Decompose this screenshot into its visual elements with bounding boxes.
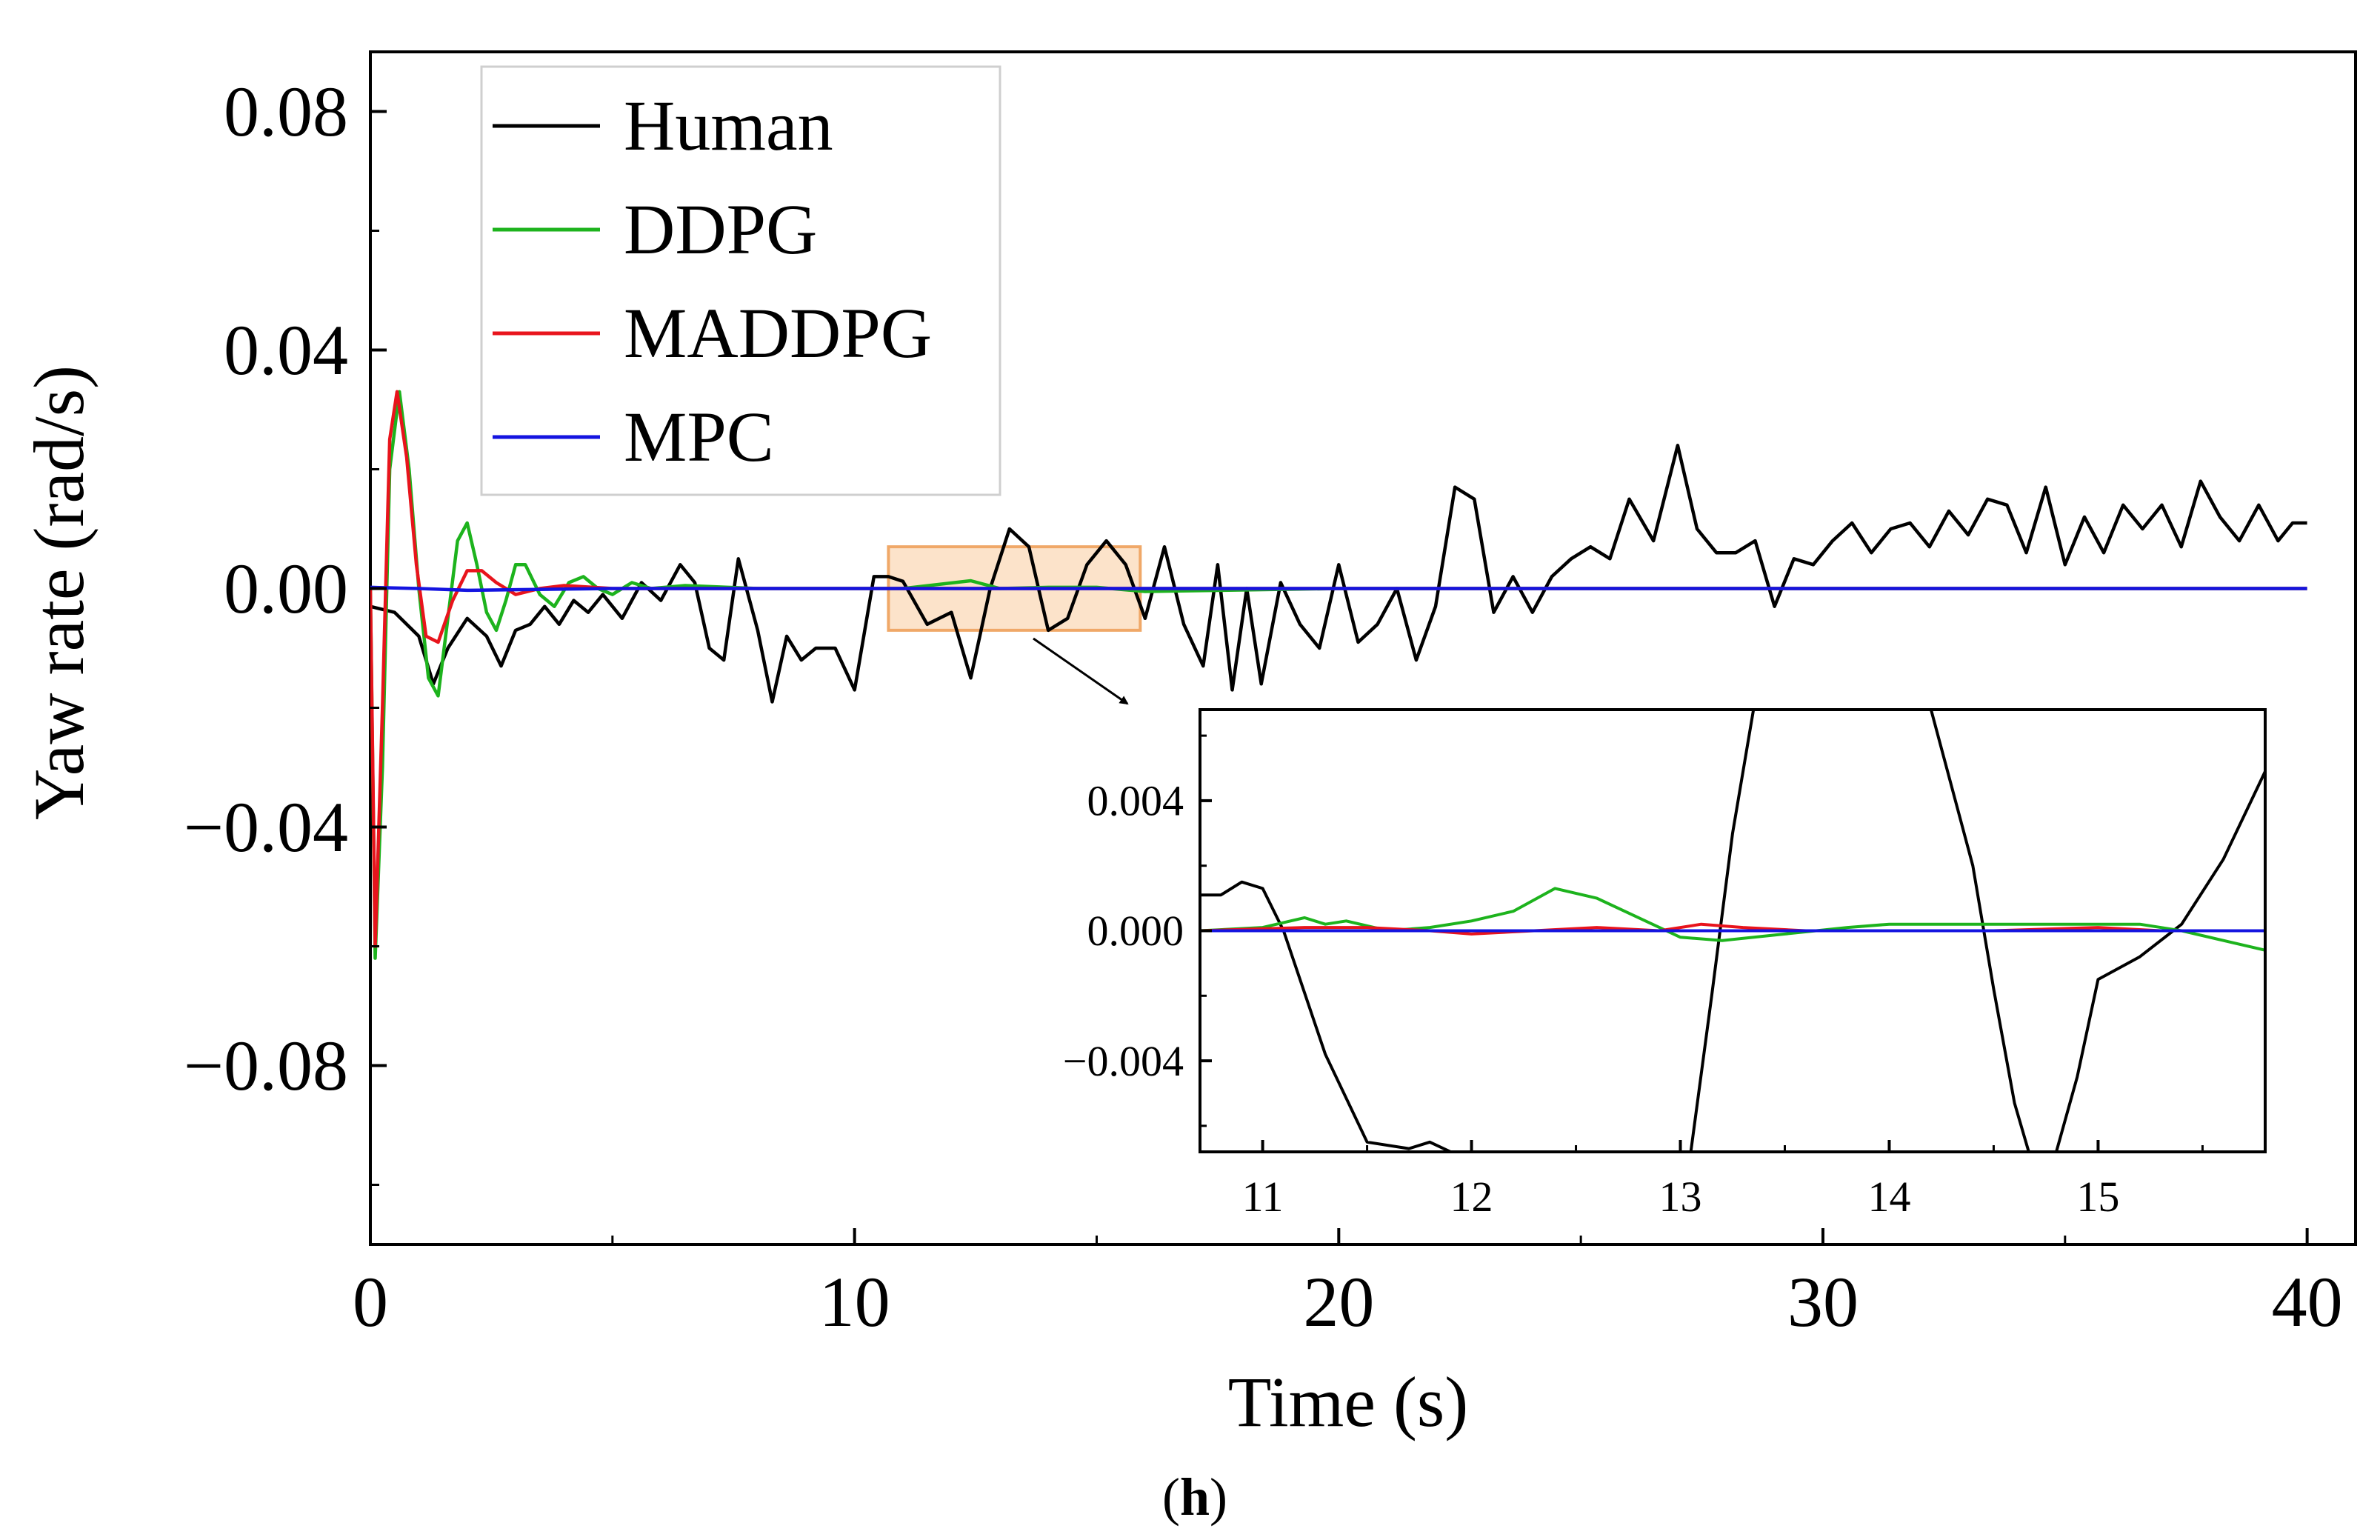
legend-label-maddpg: MADDPG: [624, 293, 932, 373]
caption-label: h: [1180, 1467, 1210, 1527]
inset-x-tick-label: 14: [1867, 1173, 1910, 1221]
legend-item-maddpg: MADDPG: [493, 293, 932, 373]
main-x-tick-label: 0: [353, 1262, 388, 1341]
legend-label-ddpg: DDPG: [624, 190, 817, 269]
inset-x-tick-label: 15: [2076, 1173, 2119, 1221]
inset-series-lines: [1200, 710, 2265, 1152]
inset-x-axis: 11 12 13 14 15: [1242, 1140, 2204, 1221]
inset-series-human: [1200, 710, 2265, 1152]
main-x-tick-label: 20: [1303, 1262, 1374, 1341]
main-y-tick-label: −0.08: [184, 1026, 348, 1105]
legend-item-mpc: MPC: [493, 397, 774, 476]
main-series-human: [370, 444, 2307, 704]
legend-label-mpc: MPC: [624, 397, 774, 476]
inset-y-tick-label: 0.004: [1087, 777, 1184, 825]
inset-y-axis: 0.004 0.000 −0.004: [1063, 734, 1212, 1127]
figure-caption: (h): [1162, 1467, 1227, 1527]
zoom-callout-arrow: [1033, 637, 1129, 705]
main-y-tick-label: −0.04: [184, 787, 348, 867]
main-x-tick-label: 40: [2272, 1262, 2343, 1341]
main-y-tick-label: 0.04: [224, 310, 348, 390]
legend-label-human: Human: [624, 86, 833, 165]
caption-open-paren: (: [1162, 1467, 1180, 1527]
main-y-axis: 0.08 0.04 0.00 −0.04 −0.08: [184, 72, 387, 1186]
main-x-tick-label: 30: [1787, 1262, 1859, 1341]
main-series-lines: [370, 390, 2307, 960]
main-y-tick-label: 0.08: [224, 72, 348, 151]
inset-plot: 0.004 0.000 −0.004 11 12 13 14 15: [1063, 708, 2267, 1221]
main-x-axis: 0 10 20 30 40: [353, 1228, 2343, 1341]
inset-x-tick-label: 12: [1450, 1173, 1493, 1221]
main-plot: 0.08 0.04 0.00 −0.04 −0.08 0 10 20 30 40 Time (s…: [19, 50, 2357, 1441]
legend-item-human: Human: [493, 86, 833, 165]
inset-y-tick-label: 0.000: [1087, 907, 1184, 955]
inset-x-tick-label: 13: [1659, 1173, 1702, 1221]
main-x-axis-label: Time (s): [1228, 1362, 1469, 1441]
inset-series-ddpg: [1200, 887, 2265, 952]
main-y-axis-label: Yaw rate (rad/s): [19, 365, 99, 820]
main-x-tick-label: 10: [819, 1262, 890, 1341]
legend-item-ddpg: DDPG: [493, 190, 817, 269]
main-series-mpc: [370, 585, 2307, 593]
inset-x-tick-label: 11: [1242, 1173, 1284, 1221]
main-y-tick-label: 0.00: [224, 549, 348, 628]
caption-close-paren: ): [1210, 1467, 1227, 1527]
legend: Human DDPG MADDPG MPC: [480, 65, 1001, 496]
legend-box: [480, 65, 1001, 496]
inset-series-maddpg: [1200, 922, 2265, 936]
inset-y-tick-label: −0.004: [1063, 1037, 1184, 1085]
